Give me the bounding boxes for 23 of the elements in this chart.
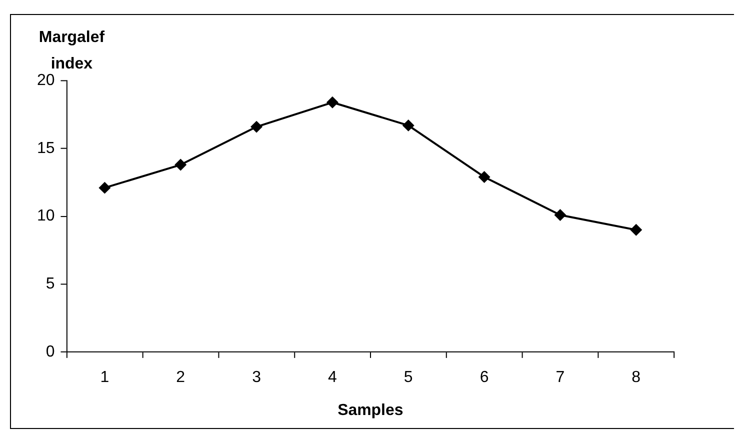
x-tick-label: 2 bbox=[176, 368, 186, 386]
x-axis-title: Samples bbox=[338, 402, 404, 419]
x-tick-label: 6 bbox=[480, 368, 489, 386]
y-tick-label: 15 bbox=[36, 140, 55, 157]
point bbox=[554, 209, 566, 221]
y-tick-label: 20 bbox=[36, 72, 55, 90]
point bbox=[250, 120, 263, 133]
point bbox=[98, 182, 111, 194]
point bbox=[630, 224, 642, 236]
x-tick-label: 1 bbox=[100, 368, 110, 386]
y-tick-label: 10 bbox=[36, 208, 55, 225]
x-tick-label: 3 bbox=[252, 368, 262, 386]
point bbox=[326, 96, 338, 108]
x-tick-label: 5 bbox=[404, 368, 413, 386]
y-axis-title: Margalef index bbox=[38, 28, 106, 73]
point bbox=[478, 171, 490, 183]
y-tick-label: 5 bbox=[46, 276, 55, 293]
point bbox=[174, 158, 187, 171]
y-tick-label: 0 bbox=[46, 343, 55, 360]
x-tick-label: 7 bbox=[556, 368, 565, 386]
x-tick-label: 4 bbox=[328, 368, 338, 386]
x-tick-label: 8 bbox=[632, 368, 641, 386]
point bbox=[402, 119, 414, 132]
